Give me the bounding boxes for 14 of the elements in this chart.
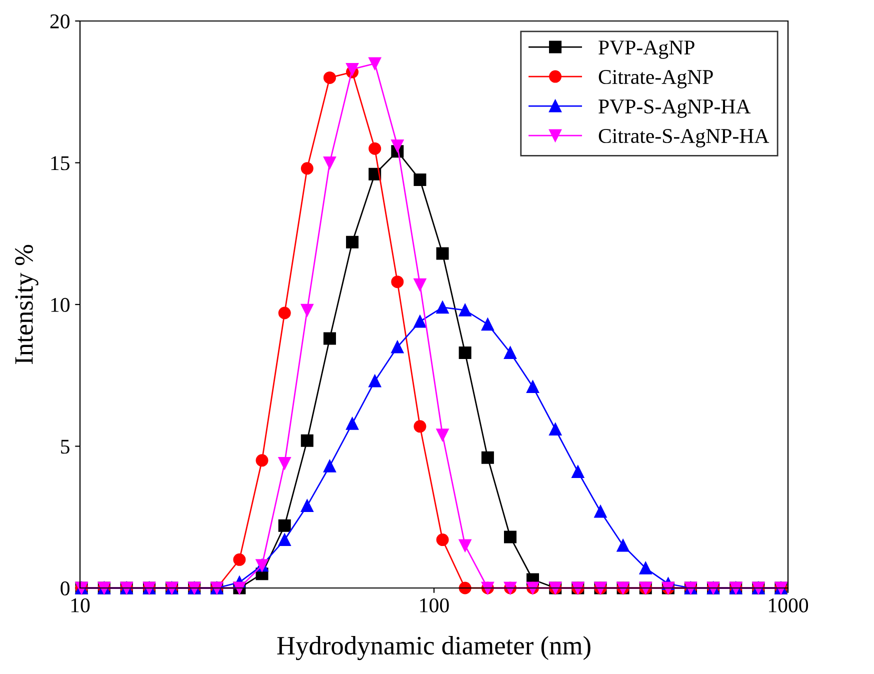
y-tick-label: 15 — [51, 156, 70, 170]
x-axis-title: Hydrodynamic diameter (nm) — [277, 636, 590, 660]
x-tick-label: 10 — [71, 598, 90, 612]
y-tick-label: 20 — [50, 14, 70, 28]
legend-label: PVP-S-AgNP-HA — [598, 100, 751, 118]
y-tick-label: 5 — [61, 440, 70, 454]
y-axis-title: Intensity % — [15, 244, 38, 364]
x-tick-label: 100 — [420, 598, 449, 612]
y-tick-label: 0 — [60, 581, 70, 596]
legend-label: Citrate-S-AgNP-HA — [598, 129, 770, 148]
legend-label: Citrate-AgNP — [598, 70, 713, 88]
legend-label: PVP-AgNP — [598, 40, 694, 59]
x-tick-label: 1000 — [769, 598, 808, 612]
y-tick-label: 10 — [51, 298, 70, 312]
